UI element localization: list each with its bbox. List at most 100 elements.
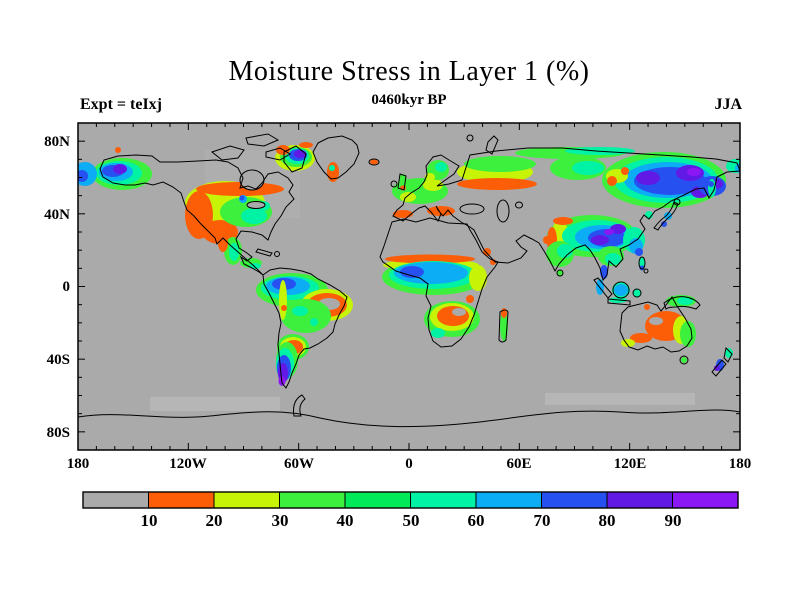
contour-blob	[241, 208, 267, 224]
colorbar-tick-label: 60	[467, 511, 485, 530]
colorbar-cell	[410, 491, 477, 509]
contour-blob	[310, 318, 318, 326]
contour-blob	[385, 254, 475, 264]
colorbar-border	[82, 491, 739, 509]
contour-blob	[557, 270, 563, 276]
contour-blob	[329, 165, 335, 171]
contour-blob	[78, 170, 88, 182]
contour-blob	[423, 179, 443, 191]
contour-blob	[370, 159, 378, 165]
colorbar-cell	[672, 491, 739, 509]
contour-blob	[553, 217, 573, 225]
contour-blob	[294, 150, 306, 158]
contour-blob	[469, 265, 487, 291]
colorbar-tick-label: 50	[402, 511, 420, 530]
contour-blob	[677, 297, 693, 305]
contour-blob	[607, 176, 617, 186]
contour-blob	[452, 308, 466, 316]
contour-blob	[457, 178, 537, 190]
contour-blob	[591, 235, 609, 245]
contour-blob	[543, 236, 551, 244]
lon-tick-label: 180	[728, 456, 752, 472]
colorbar-tick-label: 90	[664, 511, 682, 530]
contour-blob	[681, 357, 687, 363]
lat-tick-label: 40N	[44, 207, 70, 223]
contour-blob	[501, 308, 507, 318]
contour-blob	[649, 317, 663, 325]
colorbar-cell	[279, 491, 346, 509]
contour-blob	[687, 168, 701, 176]
contour-blob	[281, 299, 331, 333]
contour-blob	[483, 248, 491, 256]
contour-blob	[292, 306, 308, 316]
lon-tick-label: 120E	[613, 456, 647, 472]
contour-blob	[644, 304, 650, 310]
lakes	[239, 169, 523, 223]
contour-blob	[466, 295, 474, 303]
contour-blob	[557, 244, 573, 258]
colorbar-cell	[475, 491, 542, 509]
contour-blob	[604, 229, 614, 235]
lon-tick-label: 180	[66, 456, 90, 472]
contour-blob	[605, 253, 621, 265]
aral-sea	[515, 201, 523, 209]
contour-blob	[635, 248, 643, 256]
contour-blob	[610, 224, 626, 234]
plot-subtitle: 0460kyr BP	[371, 92, 447, 108]
colorbar-tick-label: 80	[598, 511, 616, 530]
contour-blob	[115, 147, 121, 153]
contour-fill-regions	[78, 142, 740, 386]
colorbar-cell	[213, 491, 280, 509]
lat-tick-label: 80N	[44, 134, 70, 150]
contour-blob	[435, 162, 447, 172]
contour-blob	[636, 171, 660, 185]
colorbar-tick-label: 20	[205, 511, 223, 530]
contour-blob	[614, 284, 628, 296]
contour-blob	[281, 305, 287, 311]
contour-blob	[621, 167, 629, 175]
contour-blob	[437, 306, 469, 326]
contour-blob	[630, 333, 652, 343]
contour-blob	[661, 221, 667, 227]
lat-tick-label: 0	[62, 279, 71, 295]
colorbar-cell	[344, 491, 411, 509]
colorbar	[82, 491, 739, 509]
lat-tick-label: 40S	[46, 352, 70, 368]
colorbar-tick-label: 10	[140, 511, 158, 530]
great-lakes	[246, 201, 266, 209]
contour-blob	[239, 195, 245, 201]
colorbar-cell	[606, 491, 673, 509]
colorbar-tick-label: 30	[271, 511, 289, 530]
lon-tick-label: 120W	[169, 456, 207, 472]
contour-blob	[633, 289, 641, 297]
contour-blob	[279, 280, 287, 320]
plot-title: Moisture Stress in Layer 1 (%)	[228, 56, 590, 87]
contour-blob	[196, 182, 284, 196]
experiment-label: Expt = teIxj	[80, 96, 162, 113]
contour-blob	[249, 263, 261, 269]
colorbar-cell	[541, 491, 608, 509]
contour-blob	[464, 156, 536, 172]
contour-blob	[708, 181, 714, 187]
lat-tick-label: 80S	[46, 425, 70, 441]
contour-blob	[400, 266, 424, 278]
colorbar-cell	[82, 491, 149, 509]
lon-tick-label: 0	[405, 456, 413, 472]
axis-ticks	[77, 122, 741, 451]
season-label: JJA	[714, 96, 742, 113]
contour-blob	[680, 321, 696, 347]
contour-blob	[299, 142, 313, 148]
contour-blob	[664, 212, 672, 220]
caspian-sea	[496, 199, 510, 223]
contour-blob	[400, 192, 416, 202]
colorbar-tick-label: 70	[533, 511, 551, 530]
colorbar-cell	[148, 491, 215, 509]
colorbar-tick-label: 40	[336, 511, 354, 530]
lon-tick-label: 60W	[284, 456, 314, 472]
contour-blob	[113, 164, 127, 174]
contour-blob	[218, 234, 228, 252]
contour-blob	[431, 328, 445, 338]
contour-blob	[229, 243, 239, 261]
